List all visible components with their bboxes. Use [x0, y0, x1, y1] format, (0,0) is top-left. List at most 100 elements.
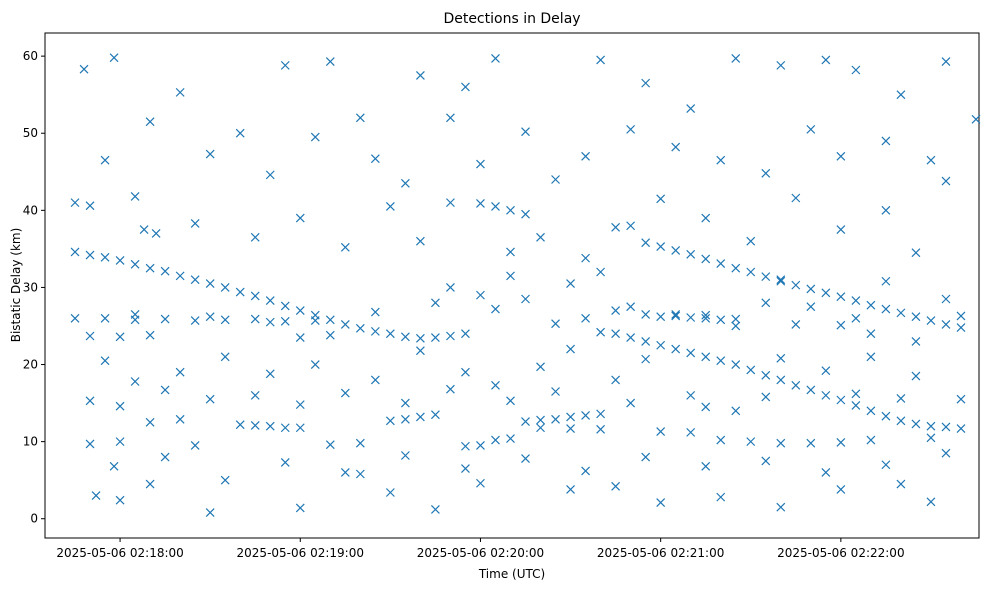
y-axis-label: Bistatic Delay (km) — [9, 228, 23, 343]
data-point-marker — [506, 396, 515, 406]
data-point-marker — [355, 438, 365, 448]
data-point-marker — [641, 354, 651, 364]
data-point-marker — [641, 452, 651, 462]
x-tick-label: 2025-05-06 02:18:00 — [56, 546, 183, 560]
data-point-marker — [160, 314, 170, 324]
data-point-marker — [355, 469, 365, 479]
data-point-marker — [91, 491, 101, 501]
data-point-marker — [956, 424, 966, 433]
data-point-marker — [85, 250, 95, 260]
data-point-marker — [190, 275, 200, 285]
data-point-marker — [836, 151, 846, 161]
data-point-marker — [295, 333, 305, 342]
data-point-marker — [370, 154, 380, 164]
data-point-marker — [310, 360, 320, 369]
data-point-marker — [581, 313, 591, 323]
data-point-marker — [581, 466, 591, 476]
data-point-marker — [551, 387, 560, 396]
data-point-marker — [746, 437, 756, 447]
data-point-marker — [626, 398, 636, 408]
data-point-marker — [139, 225, 149, 235]
data-point-marker — [415, 333, 425, 343]
data-point-marker — [145, 117, 155, 127]
data-point-marker — [911, 371, 921, 381]
data-point-marker — [250, 421, 260, 430]
data-point-marker — [956, 323, 966, 332]
data-point-marker — [115, 495, 125, 505]
data-point-marker — [130, 309, 140, 319]
data-point-marker — [761, 370, 771, 380]
data-point-marker — [761, 272, 771, 282]
data-point-marker — [671, 245, 681, 255]
data-point-marker — [596, 409, 606, 419]
data-point-marker — [836, 225, 846, 235]
data-point-marker — [461, 82, 470, 92]
data-point-marker — [791, 320, 801, 329]
data-point-marker — [355, 113, 365, 123]
data-point-marker — [596, 327, 606, 337]
data-point-marker — [415, 70, 425, 80]
data-point-marker — [761, 168, 771, 178]
data-point-marker — [205, 312, 215, 322]
data-point-marker — [310, 316, 320, 326]
data-point-marker — [731, 406, 741, 416]
data-point-marker — [521, 454, 530, 464]
data-point-marker — [701, 313, 711, 323]
data-point-marker — [776, 276, 786, 286]
data-point-marker — [581, 410, 591, 420]
data-point-marker — [731, 263, 741, 273]
data-point-marker — [656, 312, 666, 322]
data-point-marker — [866, 300, 876, 310]
data-point-marker — [145, 263, 155, 273]
data-point-marker — [731, 314, 741, 324]
data-point-marker — [656, 242, 666, 251]
data-point-marker — [100, 155, 110, 165]
data-point-marker — [566, 412, 575, 422]
data-point-marker — [806, 438, 816, 448]
data-point-marker — [941, 320, 951, 329]
plot-area: 2025-05-06 02:18:00 2025-05-06 02:19:00 20… — [23, 32, 981, 560]
data-point-marker — [806, 284, 816, 294]
data-point-marker — [295, 213, 305, 223]
data-point-marker — [731, 321, 741, 331]
data-point-marker — [701, 352, 711, 362]
data-point-marker — [641, 336, 651, 346]
data-point-marker — [896, 308, 906, 318]
y-axis-ticks: 0 10 20 30 40 50 60 — [23, 49, 45, 526]
data-point-marker — [100, 252, 110, 262]
data-point-marker — [566, 344, 575, 354]
data-point-marker — [85, 396, 95, 406]
data-point-marker — [866, 406, 876, 416]
data-point-marker — [731, 54, 741, 63]
data-point-marker — [476, 478, 485, 488]
data-point-marker — [250, 291, 260, 301]
data-point-marker — [265, 421, 275, 431]
data-point-marker — [220, 315, 230, 325]
data-point-marker — [791, 193, 801, 203]
y-tick-label: 10 — [23, 435, 38, 449]
data-point-marker — [776, 60, 786, 70]
data-point-marker — [235, 420, 245, 430]
data-point-marker — [836, 395, 846, 405]
plot-frame — [44, 32, 980, 539]
data-point-marker — [100, 313, 110, 323]
data-point-marker — [295, 503, 305, 513]
data-point-marker — [896, 416, 906, 426]
data-point-marker — [971, 114, 981, 124]
x-axis-ticks: 2025-05-06 02:18:00 2025-05-06 02:19:00 20… — [56, 538, 905, 560]
data-point-marker — [776, 438, 786, 448]
data-point-marker — [866, 352, 876, 362]
data-point-marker — [941, 294, 951, 304]
x-tick-label: 2025-05-06 02:22:00 — [777, 546, 904, 560]
data-point-marker — [686, 348, 696, 358]
data-point-marker — [956, 394, 966, 404]
data-point-marker — [295, 423, 305, 433]
data-point-marker — [430, 410, 440, 420]
data-point-marker — [701, 254, 711, 264]
data-point-marker — [851, 313, 861, 323]
data-point-marker — [220, 475, 230, 485]
data-point-marker — [626, 221, 636, 231]
data-point-marker — [821, 468, 831, 477]
data-point-marker — [656, 427, 666, 437]
